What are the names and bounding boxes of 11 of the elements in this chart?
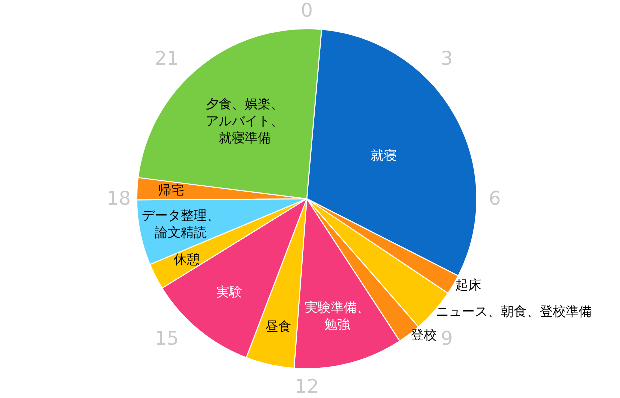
slice-label: データ整理、論文精読 (142, 208, 220, 241)
slice-label: 起床 (455, 278, 482, 294)
slice-label: 休憩 (174, 253, 200, 268)
slice-label: 夕食、娯楽、アルバイト、就寝準備 (206, 97, 284, 146)
slice-label: 帰宅 (158, 182, 185, 199)
slice-label: 就寝 (370, 148, 397, 164)
slice-label: 実験 (216, 284, 242, 301)
slice-label: 登校 (410, 328, 437, 344)
slice-label: ニュース、朝食、登校準備 (436, 305, 592, 320)
slice-label: 昼食 (265, 320, 292, 335)
slice-label: 実験準備、勉強 (304, 300, 370, 334)
